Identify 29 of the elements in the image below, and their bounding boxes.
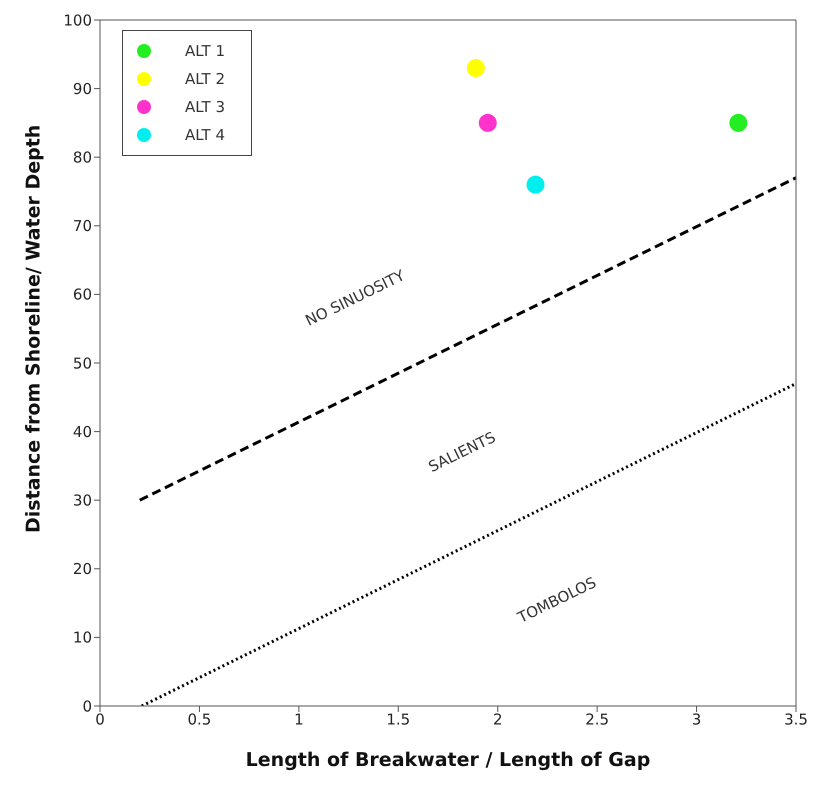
x-tick-label: 0 (95, 710, 105, 729)
y-tick-label: 0 (82, 697, 92, 716)
legend-label: ALT 2 (185, 70, 226, 88)
y-tick-label: 100 (63, 11, 92, 30)
x-tick-label: 1 (294, 710, 304, 729)
y-tick-label: 30 (72, 492, 92, 510)
y-tick-label: 60 (72, 286, 92, 304)
legend-label: ALT 3 (185, 98, 226, 116)
x-axis-title: Length of Breakwater / Length of Gap (246, 749, 650, 771)
y-tick-label: 10 (72, 628, 92, 647)
x-tick-label: 1.5 (386, 710, 410, 729)
y-tick-label: 20 (72, 560, 92, 578)
y-tick-label: 50 (72, 354, 92, 372)
legend-label: ALT 1 (185, 42, 226, 60)
y-axis-title: Distance from Shoreline/ Water Depth (22, 124, 45, 533)
point (478, 114, 497, 132)
legend-label: ALT 4 (185, 126, 226, 144)
point (466, 59, 485, 78)
y-tick-label: 90 (72, 80, 92, 98)
point (526, 176, 544, 194)
y-tick-label: 80 (72, 148, 92, 167)
x-tick-label: 3.5 (784, 710, 808, 729)
y-tick-label: 40 (72, 422, 92, 441)
x-tick-label: 2 (492, 710, 502, 729)
x-tick-label: 0.5 (188, 710, 212, 729)
x-tick-label: 2.5 (585, 710, 610, 729)
x-tick-label: 3 (692, 710, 702, 729)
point (729, 114, 748, 132)
y-tick-label: 70 (72, 217, 92, 236)
